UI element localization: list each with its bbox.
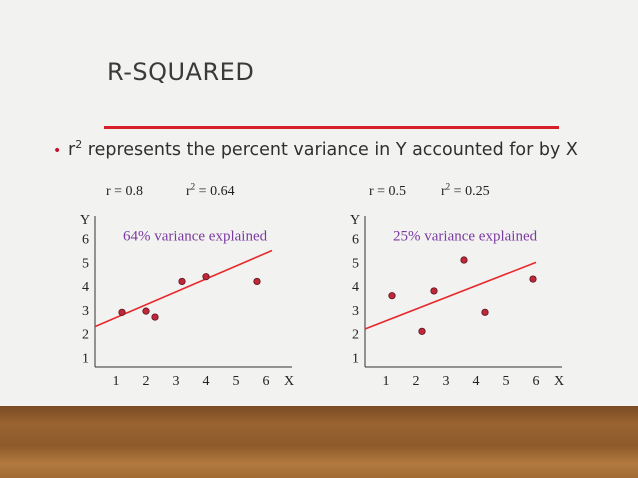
left-r2-exponent: 2	[190, 181, 196, 192]
right-r2-exponent: 2	[445, 181, 451, 192]
left-r-squared: r2 = 0.64	[186, 181, 235, 200]
x-tick-label: 1	[113, 374, 120, 389]
x-tick-label: 2	[413, 374, 420, 389]
left-scatter-plot: 1 2 3 4 5 6 1 2 3 4 5 6 Y X 64% variance explained	[80, 213, 294, 389]
y-tick-label: 4	[82, 280, 89, 295]
right-scatter-plot: 1 2 3 4 5 6 1 2 3 4 5 6 Y X 25% variance explained	[350, 213, 564, 389]
x-tick-label: 3	[173, 374, 180, 389]
x-axis-label: X	[284, 374, 294, 389]
data-point	[202, 273, 210, 281]
data-point	[142, 307, 150, 315]
right-r2-value: = 0.25	[450, 184, 490, 199]
y-tick-label: 6	[352, 233, 359, 248]
bullet-text: r2 represents the percent variance in Y …	[68, 136, 588, 165]
bullet-icon: •	[53, 143, 62, 159]
data-point	[418, 327, 426, 335]
bullet-r: r	[68, 140, 76, 160]
x-tick-label: 6	[533, 374, 540, 389]
right-r2-label: r	[441, 184, 446, 199]
y-tick-label: 3	[82, 304, 89, 319]
title-underline	[104, 126, 559, 129]
right-r-value: r = 0.5	[369, 184, 407, 199]
left-r-value: r = 0.8	[106, 184, 144, 199]
y-tick-label: 4	[352, 280, 359, 295]
right-r-squared: r2 = 0.25	[441, 181, 490, 200]
regression-line	[364, 261, 537, 330]
data-point	[118, 308, 126, 316]
bullet-body: represents the percent variance in Y acc…	[82, 140, 578, 160]
x-tick-label: 5	[503, 374, 510, 389]
y-tick-label: 2	[352, 328, 359, 343]
data-point	[481, 308, 489, 316]
data-point	[178, 277, 186, 286]
y-tick-label: 3	[352, 304, 359, 319]
slide-title: R-SQUARED	[107, 58, 255, 86]
x-tick-label: 4	[203, 374, 210, 389]
x-tick-label: 5	[233, 374, 240, 389]
x-tick-label: 3	[443, 374, 450, 389]
wood-floor-background	[0, 406, 638, 478]
x-tick-label: 2	[143, 374, 150, 389]
y-tick-label: 5	[352, 256, 359, 271]
data-point	[151, 313, 159, 321]
y-tick-label: 1	[82, 351, 89, 366]
data-point	[460, 256, 468, 264]
x-axis-label: X	[554, 374, 564, 389]
x-tick-label: 6	[263, 374, 270, 389]
x-tick-label: 1	[383, 374, 390, 389]
y-tick-label: 5	[82, 256, 89, 271]
data-point	[430, 287, 438, 295]
left-r2-label: r	[186, 184, 191, 199]
y-axis-label: Y	[350, 213, 360, 228]
left-r2-value: = 0.64	[195, 184, 235, 199]
data-point	[253, 277, 261, 286]
y-axis-label: Y	[80, 213, 90, 228]
variance-annotation: 25% variance explained	[393, 229, 538, 245]
data-point	[529, 275, 537, 283]
variance-annotation: 64% variance explained	[123, 229, 268, 245]
data-point	[388, 292, 396, 300]
y-tick-label: 1	[352, 351, 359, 366]
y-tick-label: 6	[82, 233, 89, 248]
y-tick-label: 2	[82, 328, 89, 343]
x-tick-label: 4	[473, 374, 480, 389]
bullet-r-exponent: 2	[75, 138, 83, 152]
